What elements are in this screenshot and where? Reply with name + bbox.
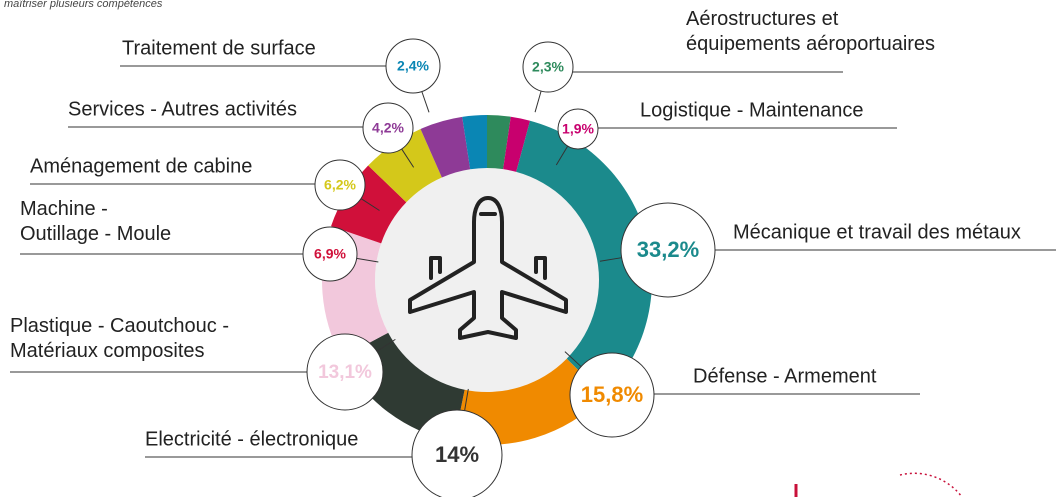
leader-line [356, 257, 379, 263]
decor [899, 472, 963, 497]
value-label: 1,9% [562, 121, 594, 137]
value-label: 13,1% [318, 362, 372, 383]
donut-segment [420, 116, 471, 178]
donut-segment [462, 115, 487, 170]
leader-line [401, 148, 415, 168]
donut-segment [487, 115, 511, 170]
category-label: Services - Autres activités [68, 98, 297, 120]
value-bubble [411, 409, 503, 497]
category-label: Aérostructures et équipements aéroportuai… [686, 8, 935, 55]
value-label: 15,8% [581, 382, 643, 407]
category-label: Défense - Armement [693, 365, 877, 387]
leader-line [376, 338, 396, 352]
value-bubble [620, 202, 716, 298]
value-label: 33,2% [637, 237, 699, 262]
subtitle: maîtriser plusieurs compétences [4, 0, 163, 10]
donut-segment [516, 120, 653, 396]
value-label: 2,3% [532, 59, 564, 75]
value-bubble [362, 102, 414, 154]
category-label: Logistique - Maintenance [640, 99, 863, 121]
category-label: Mécanique et travail des métaux [733, 221, 1021, 243]
value-bubble [314, 159, 366, 211]
category-label: Plastique - Caoutchouc -Matériaux compos… [10, 315, 229, 362]
value-label: 6,9% [314, 246, 346, 262]
value-label: 6,2% [324, 177, 356, 193]
leader-line [564, 351, 582, 367]
donut-segment [368, 128, 442, 203]
donut-hole [375, 168, 599, 392]
value-label: 14% [435, 442, 479, 467]
value-bubble [385, 38, 441, 94]
category-label: Electricité - électronique [145, 428, 358, 450]
category-label: Aménagement de cabine [30, 155, 252, 177]
leader-line [360, 198, 380, 211]
plane-icon [408, 196, 568, 340]
value-label: 2,4% [397, 58, 429, 74]
donut-segment [503, 116, 531, 172]
donut-segment [454, 358, 605, 446]
value-bubble [302, 226, 358, 282]
donut-segment [331, 165, 407, 244]
leader-line [421, 91, 430, 113]
leader-line [599, 257, 622, 262]
category-label: Machine -Outillage - Moule [20, 198, 171, 245]
leader-line [534, 90, 542, 113]
value-label: 4,2% [372, 120, 404, 136]
value-bubble [557, 108, 599, 150]
value-bubble [306, 333, 384, 411]
leader-line [464, 388, 469, 411]
value-bubble [569, 352, 655, 438]
value-bubble [522, 41, 574, 93]
leader-line [555, 145, 569, 166]
category-label: Traitement de surface [122, 37, 316, 59]
